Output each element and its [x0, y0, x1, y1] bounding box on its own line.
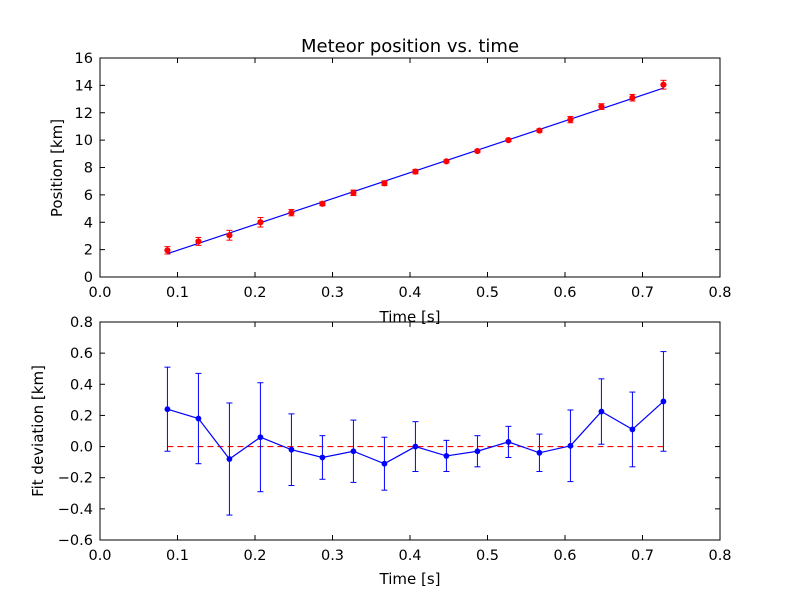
position-data-point [164, 247, 171, 254]
position-subplot: Meteor position vs. time 0.0 0.1 0.2 0.3 0.4… [48, 36, 732, 326]
deviation-data-point [257, 434, 264, 441]
deviation-y-tick-label: 0.8 [70, 315, 93, 331]
deviation-data-point [660, 398, 667, 405]
position-x-tick-label: 0.4 [398, 285, 421, 301]
position-axes: 0.0 0.1 0.2 0.3 0.4 0.5 0.6 0.7 0.8 0 2 4 6 8 10 12 14 16 [75, 51, 732, 301]
deviation-data-point [412, 443, 419, 450]
deviation-x-tick-label: 0.8 [708, 548, 731, 564]
position-y-tick-label: 8 [84, 161, 93, 177]
deviation-y-axis-label: Fit deviation [km] [29, 365, 47, 497]
position-data-point [629, 94, 636, 101]
position-x-tick-label: 0.7 [631, 285, 654, 301]
deviation-x-tick-label: 0.4 [398, 548, 421, 564]
deviation-data-point [319, 454, 326, 461]
position-data-point [257, 219, 264, 226]
position-y-tick-label: 2 [84, 243, 93, 259]
deviation-data-point [164, 406, 171, 413]
deviation-y-tick-label: −0.4 [58, 502, 93, 518]
deviation-x-tick-label: 0.1 [166, 548, 189, 564]
position-data-point [567, 116, 574, 123]
deviation-data-point [567, 442, 574, 449]
deviation-x-tick-label: 0.7 [631, 548, 654, 564]
deviation-data-point [536, 449, 543, 456]
position-y-axis-label: Position [km] [48, 119, 66, 217]
position-data-point [226, 232, 233, 239]
position-data-point [350, 189, 357, 196]
position-x-tick-label: 0.3 [321, 285, 344, 301]
deviation-marks [164, 351, 667, 516]
deviation-x-tick-label: 0.6 [553, 548, 576, 564]
deviation-data-point [381, 460, 388, 467]
position-y-tick-label: 12 [75, 106, 93, 122]
deviation-y-tick-label: 0.4 [70, 377, 93, 393]
position-y-tick-label: 4 [84, 215, 93, 231]
position-data-point [660, 81, 667, 88]
deviation-y-tick-label: −0.6 [58, 533, 93, 549]
position-data-point [598, 103, 605, 110]
position-x-tick-label: 0.2 [243, 285, 266, 301]
position-x-tick-label: 0.8 [708, 285, 731, 301]
position-data-point [474, 147, 481, 155]
position-y-tick-label: 6 [84, 188, 93, 204]
deviation-data-point [350, 448, 357, 455]
deviation-y-tick-label: −0.2 [58, 471, 93, 487]
deviation-data-point [474, 448, 481, 455]
deviation-x-tick-label: 0.2 [243, 548, 266, 564]
position-x-tick-label: 0.0 [88, 285, 111, 301]
deviation-data-point [598, 408, 605, 415]
position-plot-frame [99, 57, 721, 278]
deviation-axes: 0.0 0.1 0.2 0.3 0.4 0.5 0.6 0.7 0.8 −0.6 −0.4 −0.2 0… [58, 315, 732, 564]
deviation-data-point [226, 456, 233, 462]
deviation-subplot: 0.0 0.1 0.2 0.3 0.4 0.5 0.6 0.7 0.8 −0.6 −0.4 −0.2 0… [29, 315, 732, 588]
position-data-point [505, 137, 512, 144]
deviation-y-tick-label: 0.6 [70, 346, 93, 362]
deviation-x-tick-label: 0.5 [476, 548, 499, 564]
deviation-data-point [195, 415, 202, 422]
position-y-tick-label: 14 [75, 78, 93, 94]
position-data-point [412, 168, 419, 175]
deviation-data-point [288, 446, 295, 453]
deviation-x-axis-label: Time [s] [379, 570, 441, 588]
position-y-tick-label: 10 [75, 133, 93, 149]
deviation-x-tick-label: 0.3 [321, 548, 344, 564]
deviation-x-tick-label: 0.0 [88, 548, 111, 564]
position-data-point [195, 238, 202, 245]
deviation-y-tick-label: 0.2 [70, 408, 93, 424]
position-data-point [319, 200, 326, 207]
deviation-data-point [629, 426, 636, 433]
chart-title: Meteor position vs. time [301, 36, 519, 57]
deviation-data-point [443, 453, 450, 459]
position-marks [164, 79, 667, 255]
position-data-point [536, 127, 543, 134]
position-data-point [381, 180, 388, 187]
position-y-tick-label: 16 [75, 51, 93, 67]
position-x-tick-label: 0.1 [166, 285, 189, 301]
position-x-tick-label: 0.5 [476, 285, 499, 301]
deviation-plot-frame [99, 321, 721, 541]
position-data-point [443, 158, 450, 165]
position-x-tick-label: 0.6 [553, 285, 576, 301]
position-y-tick-label: 0 [84, 270, 93, 286]
deviation-data-point [505, 439, 512, 445]
position-data-point [288, 209, 295, 216]
deviation-y-tick-label: 0.0 [70, 440, 93, 456]
